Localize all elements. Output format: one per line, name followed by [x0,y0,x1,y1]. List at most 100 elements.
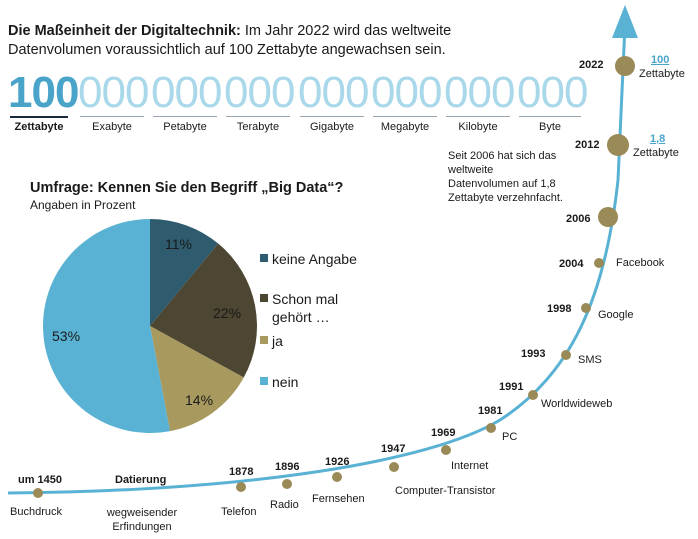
year-label: 1878 [229,466,254,478]
growth-note: Seit 2006 hat sich das weltweite Datenvo… [448,150,563,204]
headline-text: Im Jahr 2022 wird das weltweite Datenvol… [8,23,452,58]
timeline-dot-10 [594,258,604,268]
timeline-dot-9 [581,303,591,313]
unit-label-zettabyte: Zettabyte [14,121,64,133]
legend-label: ja [272,333,283,349]
year-label: 1991 [499,381,524,393]
legend-label: gehört … [272,309,330,325]
pie-chart [42,218,257,433]
timeline-dot-3 [332,472,342,482]
unit-number-megabyte: 000 [371,68,442,117]
pie-label-ja: 14% [185,392,214,408]
unit-underline [300,116,364,117]
timeline-dot-0 [33,488,43,498]
unit-label-gigabyte: Gigabyte [309,121,355,133]
unit-underline [10,116,68,118]
legend-swatch [260,254,268,262]
legend-item-schon-mal: Schon mal gehört … [260,290,339,326]
value-link-2022[interactable]: 100 [651,54,670,66]
event-label: Google [598,309,634,321]
legend-label: keine Angabe [272,251,357,267]
legend-label: nein [272,374,299,390]
unit-number-petabyte: 000 [151,68,222,117]
legend-item-nein: nein [260,373,299,391]
event-label: Telefon [221,506,257,518]
event-label: Worldwideweb [541,398,613,410]
year-label: 2004 [559,258,584,270]
timeline-dot-11 [598,207,618,227]
event-label: PC [502,431,518,443]
timeline-axis-sublabel-line: wegweisender [106,507,178,519]
year-label: 1993 [521,348,546,360]
event-label: Zettabyte [639,68,685,80]
unit-label-terabyte: Terabyte [236,121,280,133]
event-label: Radio [270,499,299,511]
pie-slice-2 [150,326,244,432]
timeline-dot-12 [607,134,629,156]
event-label: Fernsehen [312,493,365,505]
pie-label-nein: 53% [52,328,81,344]
legend-label: Schon mal [272,291,339,307]
event-label: Buchdruck [10,506,62,518]
legend-item-ja: ja [260,332,283,350]
year-label: 1998 [547,303,572,315]
headline: Die Maßeinheit der Digitaltechnik: Im Ja… [8,22,528,60]
unit-underline [373,116,437,117]
event-label: Facebook [616,257,665,269]
unit-underline [446,116,510,117]
timeline-dot-6 [486,423,496,433]
unit-label-petabyte: Petabyte [163,121,207,133]
survey-title: Umfrage: Kennen Sie den Begriff „Big Dat… [30,180,344,196]
survey-subtitle: Angaben in Prozent [30,198,136,212]
timeline-dot-4 [389,462,399,472]
legend-item-keine-angabe: keine Angabe [260,250,357,268]
unit-number-kilobyte: 000 [444,68,515,117]
unit-number-byte: 000 [517,68,588,117]
unit-underline [80,116,144,117]
timeline-dot-1 [236,482,246,492]
unit-number-terabyte: 000 [224,68,295,117]
pie-label-schon-mal: 22% [213,305,242,321]
legend-swatch [260,294,268,302]
unit-number-exabyte: 000 [78,68,149,117]
timeline-curve [7,24,627,495]
timeline-axis-sublabel: wegweisender Erfindungen [102,506,182,534]
unit-label-exabyte: Exabyte [92,121,132,133]
year-label: um 1450 [18,474,63,486]
legend-swatch [260,336,268,344]
value-link-2012[interactable]: 1,8 [650,133,666,145]
unit-underline [519,116,581,117]
unit-label-kilobyte: Kilobyte [458,121,498,133]
year-label: 1981 [478,405,503,417]
headline-bold: Die Maßeinheit der Digitaltechnik: [8,23,241,39]
event-label: Computer-Transistor [395,485,496,497]
event-label: Internet [451,460,489,472]
legend-swatch [260,377,268,385]
unit-label-byte: Byte [538,121,561,133]
year-label: 1947 [381,443,406,455]
unit-number-gigabyte: 000 [298,68,369,117]
unit-label-megabyte: Megabyte [380,121,430,133]
timeline-dot-2 [282,479,292,489]
timeline-dot-5 [441,445,451,455]
unit-underline [226,116,290,117]
timeline-dot-7 [528,390,538,400]
pie-label-keine-angabe: 11% [165,236,192,252]
pie-slice-1 [150,243,257,378]
timeline-axis-label: Datierung [115,474,167,486]
year-label: 2006 [566,213,591,225]
event-label: SMS [578,354,602,366]
year-label: 2022 [579,59,604,71]
year-label: 2012 [575,139,600,151]
timeline-dot-8 [561,350,571,360]
timeline-dots [33,56,635,498]
timeline-axis-sublabel-line: Erfindungen [112,521,172,533]
timeline-dot-13 [615,56,635,76]
pie-slice-0 [150,219,219,326]
pie-slice-3 [42,218,171,433]
year-label: 1896 [275,461,300,473]
event-label: Zettabyte [633,147,679,159]
year-label: 1969 [431,427,456,439]
unit-number-zettabyte: 100 [8,68,79,117]
timeline-arrowhead [612,5,638,38]
